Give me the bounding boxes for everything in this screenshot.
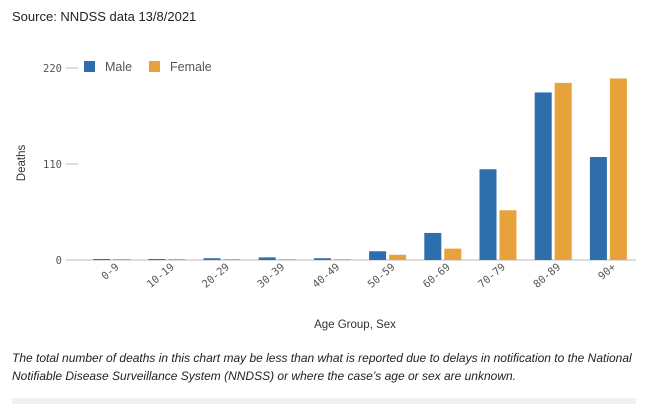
x-tick-label: 40-49 [310, 261, 342, 291]
x-tick-label: 30-39 [255, 261, 287, 291]
x-tick-label: 70-79 [476, 261, 508, 291]
bar-female-60-69[interactable] [444, 248, 462, 260]
x-tick-label: 50-59 [366, 261, 398, 291]
legend-label-male: Male [105, 60, 132, 74]
bar-chart: 0 110 220 0-9 10-19 20-29 30-39 40-49 50-59 60-6… [16, 60, 636, 331]
bar-female-90+[interactable] [609, 78, 627, 261]
bar-male-60-69[interactable] [424, 232, 442, 260]
bottom-bar [12, 398, 636, 404]
y-axis-title: Deaths [16, 145, 28, 182]
bar-female-30-39[interactable] [278, 259, 296, 260]
bar-female-10-19[interactable] [168, 259, 186, 260]
bar-male-0-9[interactable] [93, 259, 111, 260]
bar-male-10-19[interactable] [148, 259, 166, 260]
legend-swatch-female [149, 61, 160, 72]
bars [93, 78, 627, 261]
bar-male-90+[interactable] [589, 157, 607, 260]
x-tick-label: 0-9 [99, 261, 121, 282]
bar-female-0-9[interactable] [113, 259, 131, 260]
y-tick-label: 0 [56, 255, 62, 267]
legend: Male Female [84, 60, 212, 74]
footnote: The total number of deaths in this chart… [12, 351, 632, 383]
y-axis: 0 110 220 [43, 63, 78, 267]
x-tick-label: 20-29 [200, 261, 232, 291]
bar-male-80-89[interactable] [534, 92, 552, 260]
x-axis-title: Age Group, Sex [314, 319, 396, 331]
bar-female-80-89[interactable] [554, 82, 572, 260]
bar-male-20-29[interactable] [203, 258, 221, 260]
source-label: Source: NNDSS data 13/8/2021 [12, 9, 197, 24]
bar-female-20-29[interactable] [223, 259, 241, 260]
x-axis: 0-9 10-19 20-29 30-39 40-49 50-59 60-69 70-79 80… [99, 261, 618, 291]
y-tick-label: 110 [43, 159, 62, 171]
legend-swatch-male [84, 61, 95, 72]
bar-female-40-49[interactable] [333, 259, 351, 260]
x-tick-label: 90+ [596, 261, 618, 282]
bar-female-50-59[interactable] [389, 254, 407, 260]
bar-male-30-39[interactable] [258, 257, 276, 260]
x-tick-label: 10-19 [145, 261, 177, 291]
bar-female-70-79[interactable] [499, 210, 517, 260]
bar-male-40-49[interactable] [313, 258, 331, 260]
x-tick-label: 60-69 [421, 261, 453, 291]
legend-label-female: Female [170, 60, 212, 74]
bar-male-70-79[interactable] [479, 169, 497, 260]
y-tick-label: 220 [43, 63, 62, 75]
x-tick-label: 80-89 [531, 261, 563, 291]
bar-male-50-59[interactable] [369, 251, 387, 260]
